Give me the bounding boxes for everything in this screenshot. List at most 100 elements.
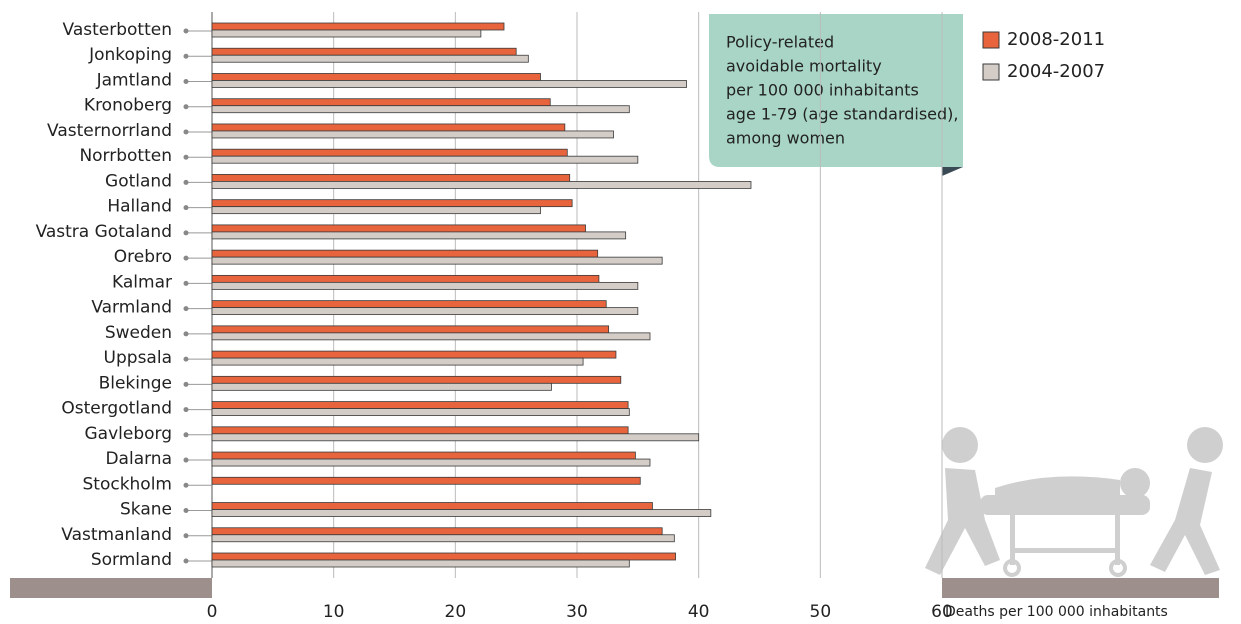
tick-dot	[183, 28, 189, 34]
bar	[211, 527, 663, 536]
bar	[211, 451, 636, 460]
y-tick-label: Jonkoping	[88, 45, 172, 65]
tick-dot	[183, 482, 189, 488]
bar	[211, 206, 541, 215]
bar	[211, 382, 552, 391]
y-tick-label: Dalarna	[105, 449, 172, 469]
annotation-text: age 1-79 (age standardised),	[726, 105, 959, 124]
legend-label: 2004-2007	[1007, 61, 1105, 82]
y-tick-label: Varmland	[91, 298, 172, 318]
bar	[211, 509, 712, 517]
bar	[211, 534, 675, 543]
y-tick-label: Blekinge	[99, 373, 172, 393]
bar	[211, 231, 627, 240]
y-tick-label: Orebro	[114, 247, 172, 267]
tick-dot	[183, 381, 189, 387]
bar	[211, 401, 629, 409]
y-tick-label: Skane	[120, 500, 172, 520]
tick-dot	[183, 508, 189, 514]
bar	[211, 502, 653, 510]
bar	[211, 73, 541, 81]
bar	[211, 357, 584, 366]
bar	[211, 476, 641, 485]
tick-dot	[183, 331, 189, 337]
bar	[211, 426, 629, 435]
base-strip	[942, 578, 1219, 598]
bar	[211, 281, 639, 290]
x-axis-label: Deaths per 100 000 inhabitants	[945, 604, 1168, 620]
x-tick-label: 20	[445, 602, 467, 622]
bar	[211, 249, 599, 258]
tick-dot	[183, 558, 189, 564]
y-tick-label: Gavleborg	[84, 424, 172, 444]
bar	[211, 552, 676, 561]
bar	[211, 54, 529, 63]
y-tick-label: Vasternorrland	[47, 121, 172, 141]
y-tick-label: Vasterbotten	[63, 20, 172, 40]
tick-dot	[183, 78, 189, 84]
x-tick-label: 30	[566, 602, 588, 622]
bar	[211, 408, 630, 416]
y-tick-label: Stockholm	[82, 474, 172, 494]
tick-dot	[183, 154, 189, 160]
legend-swatch	[982, 31, 1000, 49]
y-tick-label: Sweden	[105, 323, 172, 343]
tick-dot	[183, 533, 189, 539]
tick-dot	[183, 407, 189, 413]
y-tick-label: Kalmar	[112, 272, 172, 292]
bar	[211, 307, 639, 316]
x-tick-label: 0	[207, 602, 218, 622]
bar	[211, 224, 586, 233]
bar	[211, 80, 687, 88]
bar	[211, 458, 651, 467]
tick-dot	[183, 280, 189, 286]
y-tick-label: Jamtland	[96, 70, 172, 90]
tick-dot	[183, 457, 189, 463]
tick-dot	[183, 255, 189, 261]
tick-dot	[183, 432, 189, 438]
x-tick-label: 40	[688, 602, 710, 622]
bar	[211, 148, 568, 157]
bar	[211, 130, 614, 139]
annotation-text: avoidable mortality	[726, 57, 882, 76]
tick-dot	[183, 306, 189, 312]
bar	[211, 123, 566, 132]
tick-dot	[183, 179, 189, 185]
tick-dot	[183, 230, 189, 236]
y-tick-label: Uppsala	[104, 348, 172, 368]
bar	[211, 433, 700, 442]
bar	[211, 325, 610, 334]
base-strip	[10, 578, 212, 598]
x-tick-label: 10	[323, 602, 345, 622]
tick-dot	[183, 356, 189, 362]
annotation-box: Policy-related avoidable mortality per 100…	[709, 14, 963, 176]
bar	[211, 98, 551, 107]
bar	[211, 332, 651, 341]
bar	[211, 256, 663, 265]
stretcher-icon	[925, 427, 1223, 577]
tick-dot	[183, 129, 189, 135]
bar	[211, 181, 752, 189]
bar	[211, 199, 573, 208]
legend-swatch	[982, 63, 1000, 81]
y-tick-label: Vastra Gotaland	[36, 222, 172, 242]
bar	[211, 174, 571, 182]
annotation-text: among women	[726, 129, 845, 148]
y-tick-label: Norrbotten	[79, 146, 172, 166]
bar	[211, 375, 622, 384]
bar	[211, 350, 617, 359]
bar	[211, 47, 517, 56]
y-tick-label: Vastmanland	[61, 525, 172, 545]
bar	[211, 155, 639, 164]
annotation-text: Policy-related	[726, 33, 834, 52]
bar	[211, 274, 600, 283]
tick-dot	[183, 205, 189, 211]
y-tick-label: Ostergotland	[61, 399, 172, 419]
x-tick-label: 60	[931, 602, 953, 622]
bar	[211, 300, 607, 309]
y-tick-label: Gotland	[105, 171, 172, 191]
y-tick-label: Kronoberg	[84, 96, 172, 116]
bar	[211, 22, 505, 31]
y-tick-label: Halland	[107, 197, 172, 217]
